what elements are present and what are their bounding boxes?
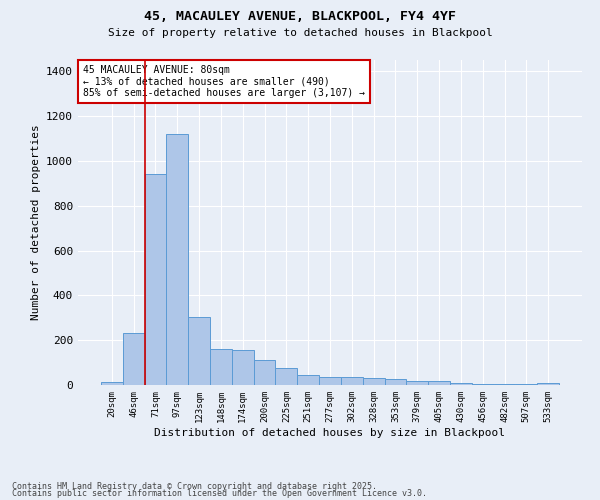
Bar — [406, 380, 428, 385]
Bar — [254, 360, 275, 385]
Text: Contains HM Land Registry data © Crown copyright and database right 2025.: Contains HM Land Registry data © Crown c… — [12, 482, 377, 491]
Bar — [166, 134, 188, 385]
Bar — [297, 375, 319, 385]
X-axis label: Distribution of detached houses by size in Blackpool: Distribution of detached houses by size … — [155, 428, 505, 438]
Bar — [210, 349, 232, 385]
Bar — [537, 383, 559, 385]
Text: Contains public sector information licensed under the Open Government Licence v3: Contains public sector information licen… — [12, 489, 427, 498]
Bar — [363, 378, 385, 385]
Bar — [145, 174, 166, 385]
Bar — [385, 380, 406, 385]
Bar — [319, 377, 341, 385]
Text: Size of property relative to detached houses in Blackpool: Size of property relative to detached ho… — [107, 28, 493, 38]
Text: 45 MACAULEY AVENUE: 80sqm
← 13% of detached houses are smaller (490)
85% of semi: 45 MACAULEY AVENUE: 80sqm ← 13% of detac… — [83, 65, 365, 98]
Bar — [494, 384, 515, 385]
Bar — [428, 380, 450, 385]
Y-axis label: Number of detached properties: Number of detached properties — [31, 124, 41, 320]
Bar — [515, 384, 537, 385]
Bar — [188, 316, 210, 385]
Bar — [450, 383, 472, 385]
Bar — [101, 382, 123, 385]
Bar — [472, 384, 494, 385]
Bar — [275, 368, 297, 385]
Bar — [123, 334, 145, 385]
Bar — [341, 377, 363, 385]
Bar — [232, 350, 254, 385]
Text: 45, MACAULEY AVENUE, BLACKPOOL, FY4 4YF: 45, MACAULEY AVENUE, BLACKPOOL, FY4 4YF — [144, 10, 456, 23]
